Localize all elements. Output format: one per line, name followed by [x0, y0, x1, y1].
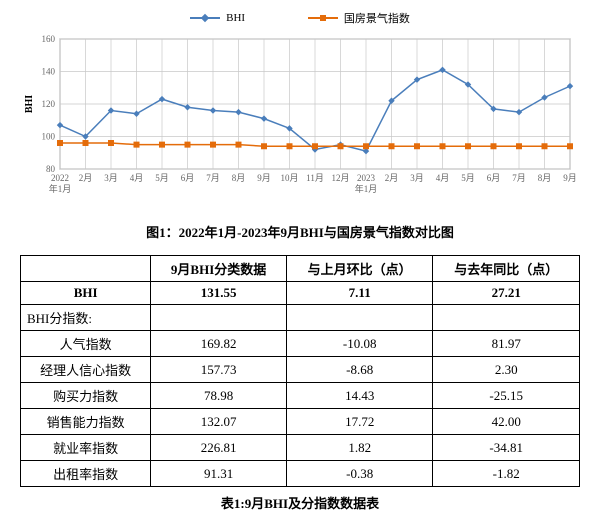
square-icon: [320, 15, 326, 21]
svg-text:年1月: 年1月: [355, 183, 378, 194]
legend-label-guofang: 国房景气指数: [344, 10, 410, 26]
row-value: 2.30: [433, 357, 580, 383]
svg-text:BHI: BHI: [24, 95, 35, 113]
table-row: 购买力指数78.9814.43-25.15: [21, 383, 580, 409]
row-value: -0.38: [286, 461, 433, 487]
row-label: BHI: [21, 282, 151, 305]
legend-line-bhi: [190, 17, 220, 19]
svg-text:8月: 8月: [538, 173, 552, 183]
svg-text:120: 120: [42, 99, 56, 109]
chart-legend: BHI 国房景气指数: [10, 10, 590, 26]
svg-text:10月: 10月: [280, 173, 298, 183]
svg-text:7月: 7月: [512, 173, 526, 183]
th-yoy: 与去年同比（点）: [433, 256, 580, 282]
svg-text:7月: 7月: [206, 173, 220, 183]
svg-text:3月: 3月: [104, 173, 118, 183]
svg-text:4月: 4月: [130, 173, 144, 183]
th-data: 9月BHI分类数据: [151, 256, 287, 282]
table-row: 人气指数169.82-10.0881.97: [21, 331, 580, 357]
table-head: 9月BHI分类数据 与上月环比（点） 与去年同比（点）: [21, 256, 580, 282]
th-blank: [21, 256, 151, 282]
svg-text:5月: 5月: [461, 173, 475, 183]
chart-svg: 801001201401602022年1月2月3月4月5月6月7月8月9月10月…: [20, 34, 580, 204]
row-value: 81.97: [433, 331, 580, 357]
table-body: BHI131.557.1127.21BHI分指数:人气指数169.82-10.0…: [21, 282, 580, 487]
table-row: 就业率指数226.811.82-34.81: [21, 435, 580, 461]
legend-item-guofang: 国房景气指数: [308, 10, 410, 26]
svg-text:年1月: 年1月: [49, 183, 72, 194]
table-row: 出租率指数91.31-0.38-1.82: [21, 461, 580, 487]
bhi-data-table: 9月BHI分类数据 与上月环比（点） 与去年同比（点） BHI131.557.1…: [20, 255, 580, 487]
row-value: 17.72: [286, 409, 433, 435]
diamond-icon: [201, 14, 209, 22]
row-value: 132.07: [151, 409, 287, 435]
row-value: 91.31: [151, 461, 287, 487]
legend-label-bhi: BHI: [226, 12, 245, 24]
table-caption: 表1:9月BHI及分指数数据表: [10, 493, 590, 512]
chart-caption: 图1：2022年1月-2023年9月BHI与国房景气指数对比图: [10, 222, 590, 241]
row-value: 157.73: [151, 357, 287, 383]
row-label: 人气指数: [21, 331, 151, 357]
svg-text:2月: 2月: [79, 173, 93, 183]
bhi-chart: 801001201401602022年1月2月3月4月5月6月7月8月9月10月…: [20, 34, 580, 204]
row-value: 42.00: [433, 409, 580, 435]
svg-text:9月: 9月: [563, 173, 577, 183]
row-value: 169.82: [151, 331, 287, 357]
table-row: BHI131.557.1127.21: [21, 282, 580, 305]
table-row: 经理人信心指数157.73-8.682.30: [21, 357, 580, 383]
row-empty: [286, 305, 433, 331]
row-label: 出租率指数: [21, 461, 151, 487]
row-value: -8.68: [286, 357, 433, 383]
row-value: -25.15: [433, 383, 580, 409]
row-label: 就业率指数: [21, 435, 151, 461]
svg-text:4月: 4月: [436, 173, 450, 183]
row-value: 14.43: [286, 383, 433, 409]
row-value: 27.21: [433, 282, 580, 305]
row-value: 131.55: [151, 282, 287, 305]
row-label: 销售能力指数: [21, 409, 151, 435]
row-value: -10.08: [286, 331, 433, 357]
row-label: 经理人信心指数: [21, 357, 151, 383]
row-empty: [151, 305, 287, 331]
svg-text:5月: 5月: [155, 173, 169, 183]
table-row: BHI分指数:: [21, 305, 580, 331]
svg-text:8月: 8月: [232, 173, 246, 183]
svg-text:160: 160: [42, 34, 56, 44]
svg-text:9月: 9月: [257, 173, 271, 183]
row-label: BHI分指数:: [21, 305, 151, 331]
svg-text:3月: 3月: [410, 173, 424, 183]
row-value: 226.81: [151, 435, 287, 461]
svg-text:12月: 12月: [331, 173, 349, 183]
svg-text:6月: 6月: [487, 173, 501, 183]
row-empty: [433, 305, 580, 331]
legend-item-bhi: BHI: [190, 12, 245, 24]
svg-text:2023: 2023: [357, 173, 376, 183]
svg-text:2022: 2022: [51, 173, 69, 183]
svg-text:6月: 6月: [181, 173, 195, 183]
th-mom: 与上月环比（点）: [286, 256, 433, 282]
row-label: 购买力指数: [21, 383, 151, 409]
row-value: -1.82: [433, 461, 580, 487]
table-row: 销售能力指数132.0717.7242.00: [21, 409, 580, 435]
legend-line-guofang: [308, 17, 338, 19]
row-value: 1.82: [286, 435, 433, 461]
svg-text:100: 100: [42, 132, 56, 142]
row-value: -34.81: [433, 435, 580, 461]
svg-text:2月: 2月: [385, 173, 399, 183]
row-value: 7.11: [286, 282, 433, 305]
row-value: 78.98: [151, 383, 287, 409]
svg-text:140: 140: [42, 67, 56, 77]
table-header-row: 9月BHI分类数据 与上月环比（点） 与去年同比（点）: [21, 256, 580, 282]
svg-text:11月: 11月: [306, 173, 324, 183]
